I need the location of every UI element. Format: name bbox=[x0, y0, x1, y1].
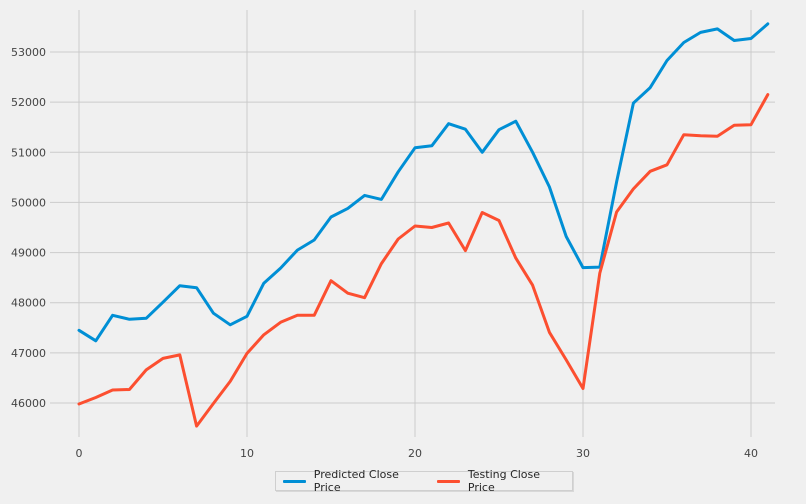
y-tick-label: 51000 bbox=[11, 146, 46, 159]
legend-swatch-predicted bbox=[283, 479, 306, 483]
y-tick-label: 49000 bbox=[11, 247, 46, 260]
series-line-testing bbox=[77, 93, 770, 428]
x-tick-label: 40 bbox=[744, 447, 758, 460]
legend-item-predicted: Predicted Close Price bbox=[283, 468, 423, 494]
y-tick-label: 53000 bbox=[11, 46, 46, 59]
x-tick-label: 20 bbox=[408, 447, 422, 460]
axis-ticks: 0 10 20 30 40 46000 47000 48000 49000 50000 51000 5… bbox=[11, 46, 758, 460]
series-line-predicted bbox=[77, 22, 770, 343]
y-tick-label: 52000 bbox=[11, 96, 46, 109]
legend-swatch-testing bbox=[437, 479, 460, 483]
legend: Predicted Close Price Testing Close Pric… bbox=[275, 468, 573, 494]
grid bbox=[50, 10, 775, 437]
series-lines bbox=[77, 22, 770, 428]
legend-label-testing: Testing Close Price bbox=[467, 468, 541, 494]
x-tick-label: 30 bbox=[576, 447, 590, 460]
x-tick-label: 0 bbox=[76, 447, 83, 460]
legend-item-testing: Testing Close Price bbox=[437, 468, 565, 494]
y-tick-label: 48000 bbox=[11, 297, 46, 310]
y-tick-label: 47000 bbox=[11, 347, 46, 360]
legend-label-predicted: Predicted Close Price bbox=[313, 468, 399, 494]
y-tick-label: 50000 bbox=[11, 196, 46, 209]
y-tick-label: 46000 bbox=[11, 397, 46, 410]
x-tick-label: 10 bbox=[240, 447, 254, 460]
